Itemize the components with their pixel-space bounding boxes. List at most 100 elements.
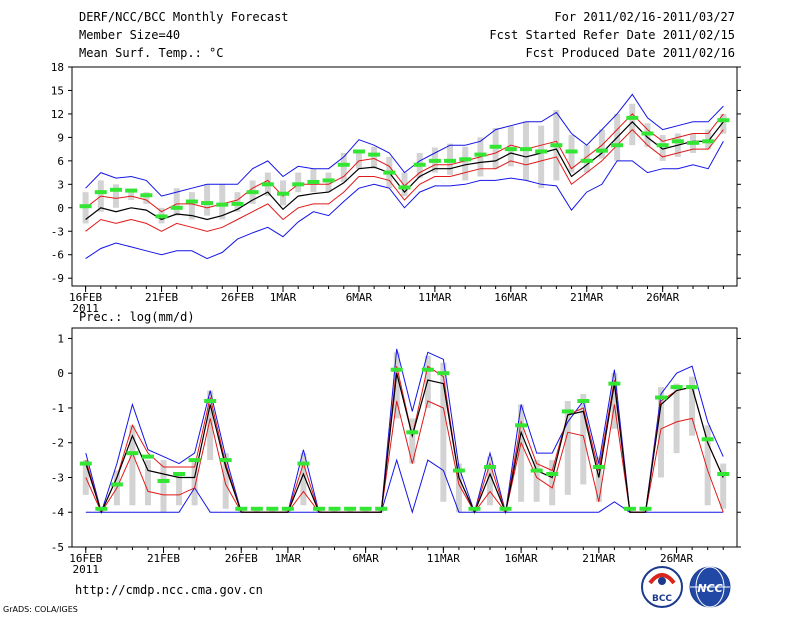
precipitation-median-marker — [546, 472, 559, 476]
temperature-median-marker — [595, 148, 608, 153]
temperature-upper-line — [85, 113, 724, 213]
precipitation-spread-box — [160, 460, 167, 513]
precipitation-spread-box — [82, 460, 89, 495]
temperature-spread-box — [401, 172, 408, 197]
precipitation-spread-box — [673, 383, 680, 454]
temperature-median-marker — [428, 158, 441, 163]
temperature-median-marker — [383, 170, 396, 175]
precipitation-frame — [71, 327, 738, 548]
precipitation-median-marker — [592, 465, 605, 470]
precipitation-spread-box — [595, 456, 602, 502]
precipitation-median-marker — [577, 399, 590, 403]
precipitation-ytick-label: -3 — [51, 471, 64, 484]
bcc-logo-text: BCC — [652, 594, 672, 604]
temperature-median-marker — [79, 204, 92, 209]
temperature-median-marker — [277, 191, 290, 196]
agency-logos: BCC NCC — [641, 566, 731, 608]
precipitation-median-marker — [670, 385, 683, 390]
temperature-ytick-label: 6 — [57, 155, 64, 168]
temperature-xtick-label: 6MAR — [346, 291, 373, 304]
temperature-spread-box — [219, 184, 226, 220]
precipitation-spread-box — [658, 387, 665, 478]
temperature-median-marker — [140, 193, 153, 198]
precipitation-median-marker — [188, 458, 201, 463]
precipitation-xtick-label: 16MAR — [505, 552, 538, 565]
precipitation-median-marker — [204, 399, 217, 403]
temperature-ytick-label: 18 — [51, 61, 64, 74]
temperature-median-marker — [170, 205, 183, 210]
temperature-ytick-label: 12 — [51, 108, 64, 121]
temperature-spread-box — [538, 125, 545, 189]
precipitation-median-marker — [515, 423, 528, 428]
forecast-period: For 2011/02/16-2011/03/27 — [554, 10, 735, 24]
temperature-xtick-label: 21MAR — [570, 291, 603, 304]
produced-date: Fcst Produced Date 2011/02/16 — [525, 46, 735, 60]
precipitation-spread-box — [533, 460, 540, 502]
precipitation-spread-box — [580, 394, 587, 485]
temperature-median-marker — [702, 139, 715, 144]
temperature-median-marker — [322, 178, 335, 183]
temperature-ytick-label: 15 — [51, 84, 64, 97]
precipitation-spread-box — [207, 390, 214, 461]
temperature-xtick-label: 11MAR — [418, 291, 451, 304]
precipitation-ytick-label: 0 — [57, 367, 64, 380]
precipitation-median-marker — [530, 468, 543, 473]
precipitation-median-marker — [281, 506, 294, 511]
precipitation-spread-box — [144, 460, 151, 506]
precipitation-panel: -5 -4 -3 -2 -1 0 1 16FEB 21FEB 26FEB 1MAR 6MAR 11MAR… — [51, 327, 741, 576]
temperature-xtick-label: 21FEB — [145, 291, 178, 304]
temperature-spread-box — [629, 103, 636, 146]
chart-title: DERF/NCC/BCC Monthly Forecast — [79, 10, 289, 24]
precipitation-spread-box — [487, 456, 494, 506]
temperature-median-marker — [550, 143, 563, 148]
temperature-median-marker — [398, 185, 411, 190]
member-size-label: Member Size=40 — [79, 28, 181, 42]
precipitation-spread-box — [222, 453, 229, 509]
temperature-spread-box — [371, 146, 378, 169]
precipitation-median-marker — [110, 482, 123, 487]
temperature-median-marker — [337, 162, 350, 167]
temperature-max-line — [85, 93, 724, 197]
precipitation-xtick-label: 1MAR — [275, 552, 302, 565]
grads-credit: GrADS: COLA/IGES — [3, 605, 78, 614]
precipitation-median-marker — [655, 395, 668, 400]
temperature-panel: -9 -6 -3 0 3 6 9 12 15 18 16FEB 21FEB 26FEB 1MAR 6MAR 1… — [51, 61, 741, 315]
precipitation-xtick-label: 21FEB — [147, 552, 180, 565]
precipitation-median-marker — [421, 367, 434, 372]
precipitation-median-marker — [701, 437, 714, 442]
temperature-median-marker — [109, 187, 122, 192]
temperature-median-marker — [261, 182, 274, 187]
precipitation-median-marker — [312, 506, 325, 511]
precipitation-spread-box — [300, 453, 307, 506]
source-url[interactable]: http://cmdp.ncc.cma.gov.cn — [75, 583, 263, 597]
temperature-median-marker — [474, 152, 487, 157]
precipitation-median-marker — [126, 451, 139, 456]
temperature-xtick-label: 26MAR — [646, 291, 679, 304]
precipitation-xtick-label: 26MAR — [660, 552, 693, 565]
temperature-spread-box — [204, 184, 211, 216]
precipitation-median-marker — [686, 385, 699, 390]
temperature-spread-box — [143, 192, 150, 204]
precipitation-median-marker — [468, 506, 481, 511]
temperature-median-marker — [565, 149, 578, 154]
temperature-median-marker — [580, 158, 593, 163]
precipitation-median-marker — [359, 506, 372, 511]
precipitation-ytick-label: 1 — [57, 332, 64, 345]
precipitation-median-marker — [266, 506, 279, 511]
precipitation-spread-box — [549, 460, 556, 506]
temperature-median-marker — [368, 152, 381, 157]
temperature-median-marker — [155, 214, 168, 219]
precipitation-spread-box — [393, 352, 400, 419]
bcc-logo-icon: BCC — [641, 566, 683, 608]
precipitation-median-marker — [235, 506, 248, 511]
temperature-median-marker — [519, 147, 532, 152]
temperature-median-marker — [94, 190, 107, 195]
precipitation-spread-box — [704, 425, 711, 506]
temperature-min-line — [85, 141, 724, 260]
precipitation-median-marker — [344, 506, 357, 511]
start-date: Fcst Started Refer Date 2011/02/15 — [489, 28, 735, 42]
precipitation-median-marker — [79, 461, 92, 466]
temperature-ytick-label: -6 — [51, 249, 64, 262]
precipitation-median-marker — [250, 506, 263, 511]
temperature-median-marker — [413, 162, 426, 167]
